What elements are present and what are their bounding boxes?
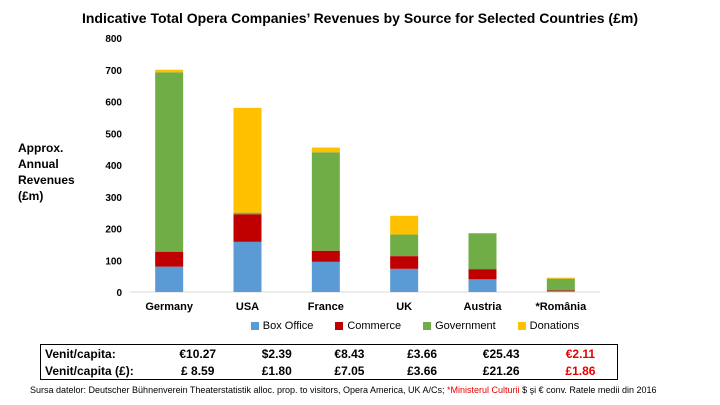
legend-label: Box Office — [262, 320, 314, 332]
y-tick-label: 400 — [105, 161, 122, 172]
bar-segment-government — [311, 152, 340, 251]
bar-segment-donations — [233, 107, 262, 213]
bar-segment-box-office — [311, 261, 340, 292]
legend-item-donations: Donations — [517, 320, 580, 332]
y-tick-label: 300 — [105, 193, 122, 204]
bar-segment-government — [390, 234, 419, 257]
table-row: Venit/capita: €10.27 $2.39 €8.43 £3.66 €… — [41, 345, 618, 363]
table-cell: $2.39 — [261, 346, 292, 361]
legend-swatch — [423, 322, 432, 330]
bar-segment-box-office — [468, 279, 497, 292]
legend-swatch — [335, 322, 344, 330]
bar-segment-donations — [390, 215, 419, 235]
y-tick-label: 600 — [105, 98, 122, 109]
y-tick-label: 100 — [105, 256, 122, 267]
source-prefix: Sursa datelor: Deutscher Bühnenverein Th… — [30, 385, 448, 395]
bar-segment-box-office — [233, 241, 262, 292]
bar-segment-government — [546, 278, 575, 291]
legend: Box Office Commerce Government Donations — [0, 320, 720, 332]
y-tick-label: 700 — [105, 66, 122, 77]
x-tick-label: Germany — [145, 301, 194, 313]
stacked-bar-chart: 0 100 200 300 400 500 600 700 800 Germany USA Franc… — [105, 34, 600, 313]
bar-segment-box-office — [546, 291, 575, 292]
bar-segment-government — [468, 233, 497, 270]
bar-segment-government — [233, 212, 262, 215]
bar-segment-government — [155, 72, 184, 252]
legend-label: Commerce — [347, 320, 402, 332]
bar-segment-commerce — [546, 290, 575, 292]
table-cell: €8.43 — [334, 346, 365, 361]
source-highlight: *Ministerul Culturii — [447, 385, 520, 395]
x-tick-label: USA — [236, 301, 259, 313]
y-tick-label: 800 — [105, 34, 122, 45]
table-cell: £3.66 — [407, 346, 438, 361]
y-tick-label: 500 — [105, 129, 122, 140]
bar-segment-commerce — [233, 214, 262, 242]
y-axis-label-line: (£m) — [18, 189, 44, 203]
bar-segment-commerce — [390, 256, 419, 269]
per-capita-table: Venit/capita: €10.27 $2.39 €8.43 £3.66 €… — [40, 344, 618, 380]
legend-swatch — [517, 322, 526, 330]
table-cell: £1.86 — [565, 363, 596, 378]
chart-title: Indicative Total Opera Companies’ Revenu… — [81, 10, 638, 26]
legend-item-commerce: Commerce — [335, 320, 401, 332]
y-tick-label: 0 — [116, 288, 122, 299]
x-tick-label: *România — [535, 301, 587, 313]
source-suffix: $ şi € conv. Ratele medii din 2016 — [519, 385, 657, 395]
y-axis-label-line: Approx. — [18, 141, 64, 155]
legend-label: Donations — [529, 320, 580, 332]
x-tick-label: Austria — [464, 301, 503, 313]
bar-segment-box-office — [390, 268, 419, 292]
x-tick-label: UK — [396, 301, 412, 313]
bar-segment-donations — [546, 277, 575, 279]
source-note: Sursa datelor: Deutscher Bühnenverein Th… — [30, 385, 720, 395]
bar-segment-commerce — [311, 250, 340, 262]
y-axis-label-line: Annual — [18, 157, 59, 171]
table-cell: £21.26 — [482, 363, 520, 378]
legend-label: Government — [435, 320, 496, 332]
bar-segment-box-office — [155, 266, 184, 292]
table-cell: £ 8.59 — [181, 363, 215, 378]
row-label: Venit/capita (£): — [45, 363, 134, 378]
table-cell: €2.11 — [565, 346, 596, 361]
table-cell: £3.66 — [407, 363, 438, 378]
x-tick-label: France — [308, 301, 344, 313]
table-cell: €10.27 — [179, 346, 217, 361]
legend-item-box-office: Box Office — [250, 320, 314, 332]
y-tick-label: 200 — [105, 225, 122, 236]
bar-segment-donations — [311, 147, 340, 153]
y-axis-label-line: Revenues — [18, 173, 75, 187]
y-axis-label: Approx. Annual Revenues (£m) — [18, 140, 88, 204]
table-cell: €25.43 — [482, 346, 520, 361]
legend-item-government: Government — [423, 320, 496, 332]
table-cell: £7.05 — [334, 363, 365, 378]
row-label: Venit/capita: — [45, 346, 116, 361]
table-row: Venit/capita (£): £ 8.59 £1.80 £7.05 £3.… — [41, 362, 618, 380]
bar-segment-donations — [155, 69, 184, 73]
bar-segment-commerce — [155, 251, 184, 267]
legend-swatch — [250, 322, 259, 330]
table-cell: £1.80 — [261, 363, 292, 378]
bar-segment-commerce — [468, 269, 497, 280]
